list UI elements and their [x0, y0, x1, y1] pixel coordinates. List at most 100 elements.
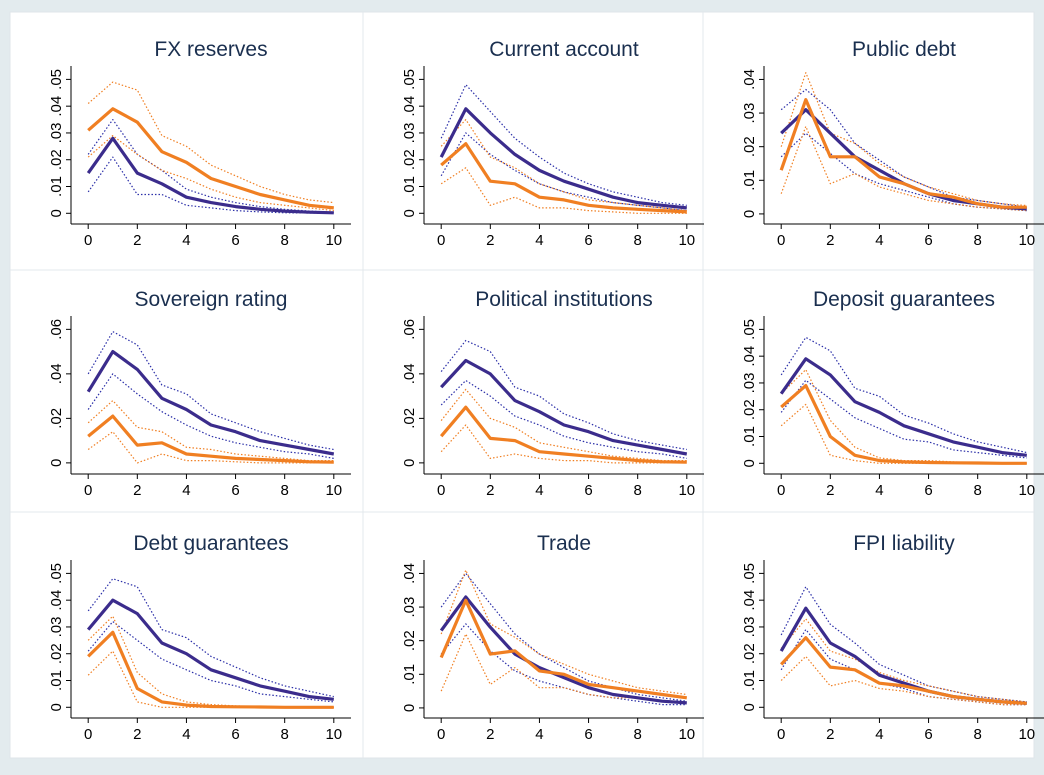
x-tick-label: 8	[281, 726, 289, 743]
chart-title: Sovereign rating	[135, 288, 288, 311]
confidence-band	[440, 339, 687, 451]
x-tick-label: 0	[84, 726, 92, 743]
chart-title: Trade	[537, 532, 591, 555]
confidence-band	[780, 586, 1027, 703]
confidence-band	[440, 569, 687, 696]
confidence-band	[87, 81, 334, 204]
y-tick-label: .04	[48, 96, 65, 117]
x-tick-label: 4	[182, 482, 190, 499]
x-tick-label: 0	[84, 232, 92, 249]
y-tick-label: .01	[48, 670, 65, 691]
x-tick-label: 8	[634, 726, 642, 743]
x-tick-label: 4	[535, 232, 543, 249]
y-tick-label: 0	[48, 703, 65, 711]
x-tick-label: 0	[437, 232, 445, 249]
y-tick-label: .02	[741, 399, 758, 420]
confidence-band	[440, 167, 687, 214]
series-line	[86, 136, 334, 215]
y-tick-label: .03	[741, 617, 758, 638]
series-line	[86, 350, 335, 456]
y-tick-label: .02	[48, 643, 65, 664]
confidence-band	[440, 572, 687, 702]
y-tick-label: .04	[48, 590, 65, 611]
y-tick-label: 0	[741, 210, 758, 218]
x-tick-label: 10	[1018, 232, 1035, 249]
series-line	[87, 414, 334, 464]
x-tick-label: 8	[634, 482, 642, 499]
confidence-band	[780, 72, 1027, 207]
x-tick-label: 10	[325, 482, 342, 499]
chart-title: Political institutions	[475, 288, 652, 311]
confidence-band	[780, 125, 1027, 212]
y-tick-label: .06	[401, 319, 418, 340]
x-tick-label: 6	[924, 726, 932, 743]
y-tick-label: .05	[741, 319, 758, 340]
x-tick-label: 0	[437, 482, 445, 499]
confidence-band	[87, 331, 334, 451]
series-line	[439, 405, 687, 464]
x-tick-label: 8	[974, 232, 982, 249]
confidence-band	[87, 400, 334, 462]
x-tick-label: 0	[437, 726, 445, 743]
x-tick-label: 6	[584, 726, 592, 743]
x-tick-label: 4	[535, 726, 543, 743]
confidence-band	[440, 379, 687, 459]
x-tick-label: 6	[924, 482, 932, 499]
x-tick-label: 6	[231, 232, 239, 249]
x-tick-label: 4	[875, 232, 883, 249]
y-tick-label: .03	[401, 123, 418, 144]
x-tick-label: 0	[777, 232, 785, 249]
x-tick-label: 0	[777, 726, 785, 743]
y-tick-label: .04	[741, 346, 758, 367]
x-tick-label: 8	[974, 726, 982, 743]
x-tick-label: 4	[535, 482, 543, 499]
x-tick-label: 10	[325, 726, 342, 743]
series-line	[86, 598, 334, 701]
y-tick-label: .03	[48, 123, 65, 144]
x-tick-label: 4	[875, 482, 883, 499]
y-tick-label: .01	[401, 176, 418, 197]
y-tick-label: 0	[741, 459, 758, 467]
x-tick-label: 4	[182, 232, 190, 249]
x-tick-label: 8	[974, 482, 982, 499]
x-tick-label: 4	[875, 726, 883, 743]
confidence-band	[87, 135, 334, 212]
x-tick-label: 10	[1018, 726, 1035, 743]
y-tick-label: .02	[741, 136, 758, 157]
chart-title: Debt guarantees	[133, 532, 288, 555]
y-tick-label: .04	[401, 563, 418, 584]
x-tick-label: 2	[826, 232, 834, 249]
x-tick-label: 8	[634, 232, 642, 249]
confidence-band	[440, 388, 687, 462]
confidence-band	[87, 373, 334, 459]
x-tick-label: 10	[678, 726, 695, 743]
y-tick-label: .04	[741, 590, 758, 611]
y-tick-label: .02	[741, 643, 758, 664]
y-tick-label: .04	[401, 363, 418, 384]
confidence-band	[780, 88, 1027, 208]
series-line	[780, 384, 1027, 465]
x-tick-label: 0	[777, 482, 785, 499]
x-tick-label: 6	[584, 232, 592, 249]
x-tick-label: 10	[1018, 482, 1035, 499]
y-tick-label: .02	[401, 630, 418, 651]
y-tick-label: .05	[741, 563, 758, 584]
series-line	[87, 107, 334, 210]
x-tick-label: 8	[281, 232, 289, 249]
x-tick-label: 2	[133, 232, 141, 249]
x-tick-label: 6	[231, 726, 239, 743]
confidence-band	[440, 424, 687, 464]
confidence-band	[780, 618, 1027, 703]
series-line	[440, 358, 688, 456]
y-tick-label: 0	[48, 459, 65, 467]
x-tick-label: 6	[924, 232, 932, 249]
y-tick-label: .05	[401, 69, 418, 90]
x-tick-label: 10	[678, 482, 695, 499]
confidence-band	[780, 379, 1027, 459]
y-tick-label: .02	[401, 408, 418, 429]
y-tick-label: .01	[741, 170, 758, 191]
confidence-band	[87, 431, 334, 464]
x-tick-label: 6	[231, 482, 239, 499]
y-tick-label: .01	[741, 670, 758, 691]
